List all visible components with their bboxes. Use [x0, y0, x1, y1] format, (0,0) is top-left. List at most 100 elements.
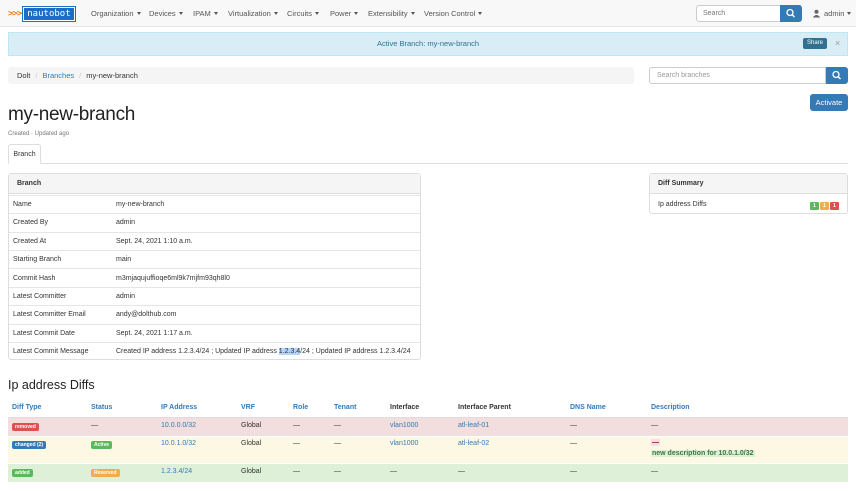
diff-summary-label: Ip address Diffs	[658, 201, 707, 208]
branch-row: Starting Branch main	[9, 250, 420, 268]
commit-message-part: Created IP address 1.2.3.4/24 ; Updated …	[116, 348, 279, 356]
menu-extensibility[interactable]: Extensibility	[368, 0, 415, 27]
interface-link[interactable]: vlan1000	[390, 422, 419, 429]
caret-down-icon	[354, 12, 359, 15]
close-icon[interactable]: ×	[835, 38, 841, 48]
ip-address-link[interactable]: 10.0.0.0/32	[161, 422, 197, 429]
table-row: removed — 10.0.0.0/32 Global — — vlan100…	[8, 418, 848, 436]
column-header-description[interactable]: Description	[651, 404, 690, 411]
branch-row: Created At Sept. 24, 2021 1:10 a.m.	[9, 231, 420, 250]
diff-summary-panel: Diff Summary Ip address Diffs 1 1 1	[649, 173, 848, 214]
panel-heading: Branch	[9, 174, 420, 194]
nautobot-logo[interactable]: >>> nautobot	[8, 6, 76, 22]
role-cell: —	[293, 468, 300, 475]
status-cell: —	[91, 422, 98, 429]
interface-parent-link[interactable]: atl-leaf-01	[458, 422, 490, 429]
menu-organization[interactable]: Organization	[91, 0, 141, 27]
commit-message-highlight: 1.2.3.4	[278, 348, 301, 356]
panel-heading: Diff Summary	[650, 174, 847, 194]
user-icon	[812, 9, 821, 18]
menu-label: Version Control	[424, 9, 476, 18]
branch-row: Latest Commit Message Created IP address…	[9, 342, 420, 360]
column-header-dns-name[interactable]: DNS Name	[570, 404, 606, 411]
menu-virtualization[interactable]: Virtualization	[228, 0, 278, 27]
interface-parent-cell: —	[458, 468, 465, 475]
breadcrumb: Dolt / Branches / my-new-branch	[8, 67, 634, 84]
menu-label: Virtualization	[228, 9, 271, 18]
caret-down-icon	[410, 12, 415, 15]
row-key: Name	[13, 200, 32, 208]
row-value: admin	[116, 292, 136, 300]
navbar: >>> nautobot Organization Devices IPAM V…	[0, 0, 856, 27]
ip-address-link[interactable]: 1.2.3.4/24	[161, 468, 193, 475]
alert-text: Active Branch: my-new-branch	[376, 39, 480, 48]
column-header-tenant[interactable]: Tenant	[334, 404, 357, 411]
menu-label: Circuits	[287, 9, 313, 18]
menu-label: Extensibility	[368, 9, 408, 18]
branch-row: Name my-new-branch	[9, 194, 420, 213]
interface-cell: —	[390, 468, 397, 475]
column-header-ip-address[interactable]: IP Address	[161, 404, 198, 411]
breadcrumb-branches-link[interactable]: Branches	[42, 71, 75, 80]
status-badge: Reserved	[91, 469, 120, 477]
share-button[interactable]: Share	[803, 38, 828, 49]
user-name: admin	[824, 9, 845, 18]
breadcrumb-separator: /	[35, 71, 38, 80]
active-branch-alert: Active Branch: my-new-branch	[8, 32, 848, 56]
page-title: my-new-branch	[8, 104, 136, 125]
caret-down-icon	[315, 12, 320, 15]
menu-circuits[interactable]: Circuits	[287, 0, 320, 27]
row-value: Created IP address 1.2.3.4/24 ; Updated …	[116, 348, 411, 356]
row-key: Starting Branch	[13, 256, 62, 264]
menu-ipam[interactable]: IPAM	[193, 0, 218, 27]
diffs-heading: Ip address Diffs	[8, 378, 95, 392]
menu-version-control[interactable]: Version Control	[424, 0, 483, 27]
column-header-role[interactable]: Role	[293, 404, 309, 411]
search-icon	[786, 8, 795, 18]
branch-row: Latest Committer Email andy@dolthub.com	[9, 305, 420, 323]
column-header-status[interactable]: Status	[91, 404, 113, 411]
menu-devices[interactable]: Devices	[149, 0, 183, 27]
dns-cell: —	[570, 440, 577, 447]
column-header-vrf[interactable]: VRF	[241, 404, 255, 411]
vrf-cell: Global	[241, 422, 262, 429]
branch-search-button[interactable]	[826, 67, 848, 84]
activate-button[interactable]: Activate	[810, 94, 848, 111]
role-cell: —	[293, 422, 300, 429]
user-menu[interactable]: admin	[812, 9, 852, 18]
row-key: Latest Commit Message	[13, 348, 89, 356]
row-key: Latest Commit Date	[13, 329, 75, 337]
tenant-cell: —	[334, 468, 341, 475]
header-divider	[8, 417, 848, 418]
row-value: Sept. 24, 2021 1:10 a.m.	[116, 237, 193, 245]
dns-cell: —	[570, 468, 577, 475]
row-value: m3mjaqujuffioqe6ml9k7mjfm93qh8l0	[116, 274, 230, 282]
nav-search-button[interactable]	[780, 5, 802, 22]
breadcrumb-separator: /	[79, 71, 82, 80]
column-header-interface-parent: Interface Parent	[458, 404, 511, 411]
added-count-badge: 1	[810, 202, 819, 210]
interface-link[interactable]: vlan1000	[390, 440, 419, 447]
branch-row: Latest Committer admin	[9, 286, 420, 305]
status-badge: Active	[91, 441, 113, 449]
changed-count-badge: 1	[820, 202, 829, 210]
tab-branch[interactable]: Branch	[8, 144, 41, 164]
interface-parent-link[interactable]: atl-leaf-02	[458, 440, 490, 447]
diff-type-badge: added	[12, 469, 33, 477]
ip-address-link[interactable]: 10.0.1.0/32	[161, 440, 197, 447]
caret-down-icon	[478, 12, 483, 15]
branch-row: Latest Commit Date Sept. 24, 2021 1:17 a.…	[9, 323, 420, 342]
row-key: Created By	[13, 219, 49, 227]
row-value: my-new-branch	[116, 200, 165, 208]
branch-search-input[interactable]: Search branches	[649, 67, 826, 84]
row-key: Commit Hash	[13, 274, 56, 282]
description-cell: —	[651, 422, 658, 429]
branch-row: Commit Hash m3mjaqujuffioqe6ml9k7mjfm93qh…	[9, 268, 420, 286]
menu-power[interactable]: Power	[330, 0, 359, 27]
caret-down-icon	[213, 12, 218, 15]
description-cell: —	[651, 468, 658, 475]
nav-search-input[interactable]: Search	[696, 5, 782, 22]
column-header-diff-type[interactable]: Diff Type	[12, 404, 42, 411]
breadcrumb-current: my-new-branch	[86, 71, 138, 80]
description-new: new description for 10.0.1.0/32	[651, 450, 755, 457]
